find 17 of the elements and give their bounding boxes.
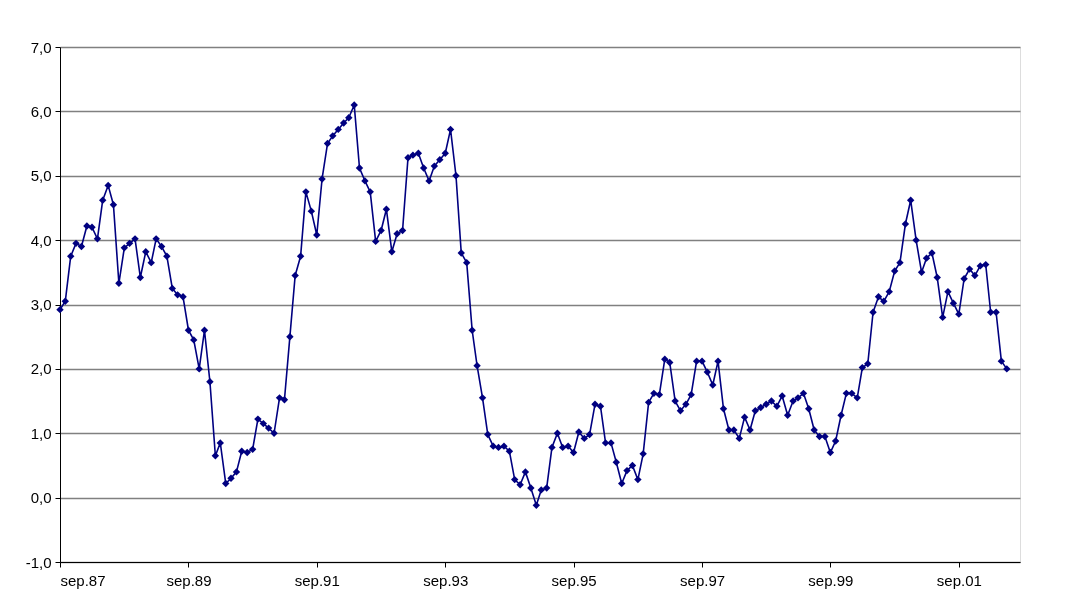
x-tick-label: sep.89 — [166, 571, 212, 589]
x-tick-label: sep.93 — [423, 571, 469, 589]
y-tick-label: 3,0 — [30, 296, 52, 313]
x-tick-label: sep.95 — [551, 571, 597, 589]
x-tick-label: sep.91 — [294, 571, 340, 589]
x-tick-label: sep.99 — [808, 571, 854, 589]
x-tick-label: sep.01 — [936, 571, 982, 589]
y-tick-label: 2,0 — [30, 360, 52, 378]
y-tick-label: 5,0 — [30, 167, 52, 185]
y-tick-label: 4,0 — [30, 231, 52, 249]
y-tick-label: 0,0 — [30, 489, 52, 507]
y-tick-label: 6,0 — [30, 102, 52, 120]
y-tick-label: 7,0 — [30, 38, 52, 56]
x-tick-label: sep.87 — [60, 571, 106, 589]
x-tick-label: sep.97 — [680, 571, 726, 589]
y-tick-label: -1,0 — [25, 553, 52, 571]
y-tick-label: 1,0 — [30, 424, 52, 442]
